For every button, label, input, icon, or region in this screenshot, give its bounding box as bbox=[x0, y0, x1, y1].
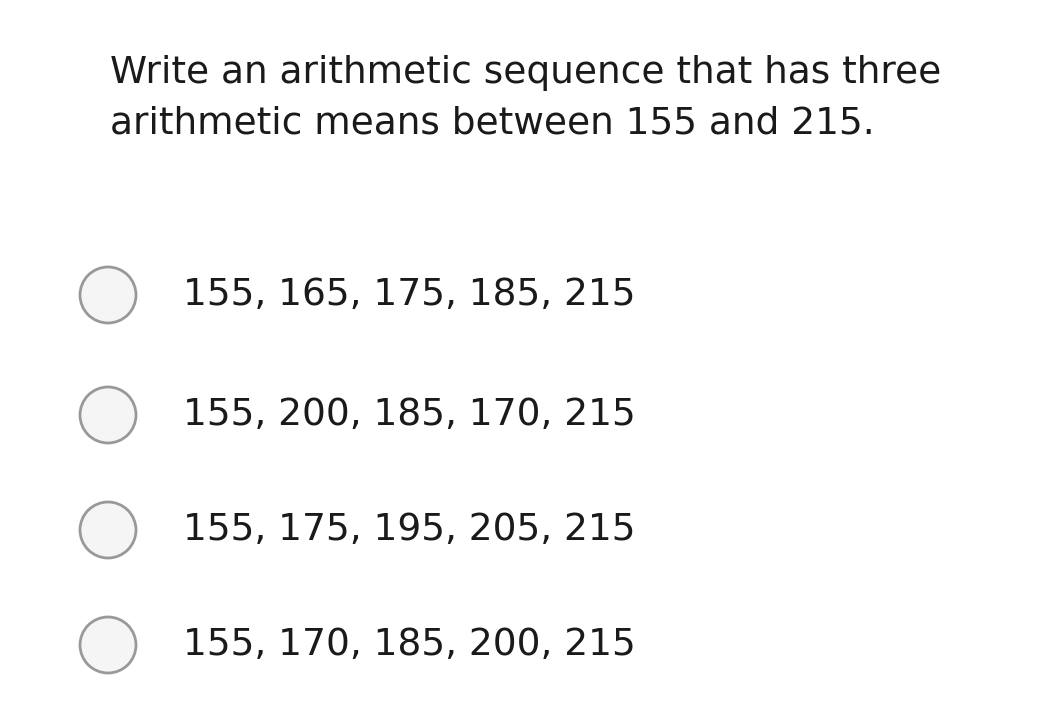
Text: 155, 170, 185, 200, 215: 155, 170, 185, 200, 215 bbox=[183, 627, 636, 663]
Ellipse shape bbox=[80, 387, 136, 443]
Text: 155, 175, 195, 205, 215: 155, 175, 195, 205, 215 bbox=[183, 512, 635, 548]
Ellipse shape bbox=[80, 267, 136, 323]
Ellipse shape bbox=[80, 617, 136, 673]
Ellipse shape bbox=[80, 502, 136, 558]
Text: Write an arithmetic sequence that has three: Write an arithmetic sequence that has th… bbox=[110, 55, 941, 91]
Text: 155, 165, 175, 185, 215: 155, 165, 175, 185, 215 bbox=[183, 277, 635, 313]
Text: arithmetic means between 155 and 215.: arithmetic means between 155 and 215. bbox=[110, 105, 875, 141]
Text: 155, 200, 185, 170, 215: 155, 200, 185, 170, 215 bbox=[183, 397, 636, 433]
